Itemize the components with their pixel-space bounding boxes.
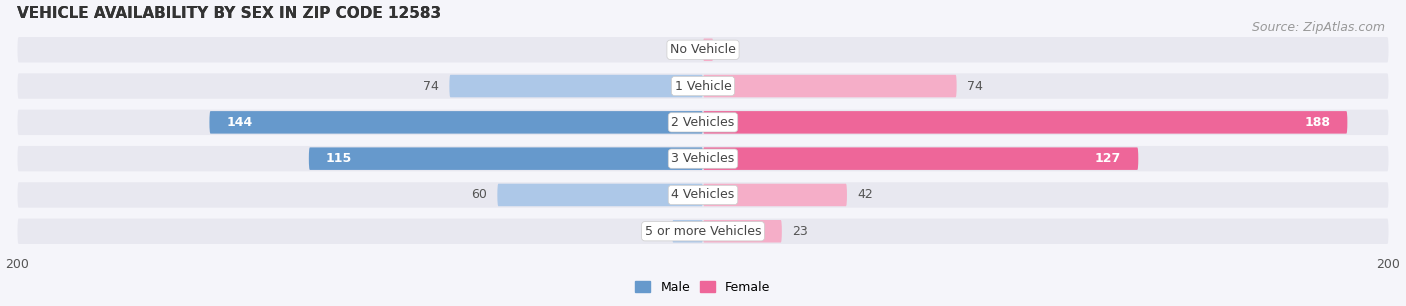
Text: Source: ZipAtlas.com: Source: ZipAtlas.com: [1251, 21, 1385, 34]
Text: 2 Vehicles: 2 Vehicles: [672, 116, 734, 129]
FancyBboxPatch shape: [703, 184, 846, 206]
Text: 60: 60: [471, 188, 486, 201]
FancyBboxPatch shape: [17, 146, 1389, 171]
FancyBboxPatch shape: [703, 147, 1139, 170]
FancyBboxPatch shape: [209, 111, 703, 134]
Text: No Vehicle: No Vehicle: [671, 43, 735, 56]
Text: 0: 0: [685, 43, 693, 56]
Text: 5 or more Vehicles: 5 or more Vehicles: [645, 225, 761, 238]
Text: 3: 3: [724, 43, 731, 56]
FancyBboxPatch shape: [450, 75, 703, 97]
FancyBboxPatch shape: [17, 182, 1389, 208]
FancyBboxPatch shape: [703, 75, 956, 97]
FancyBboxPatch shape: [703, 111, 1347, 134]
Text: 127: 127: [1095, 152, 1121, 165]
FancyBboxPatch shape: [17, 37, 1389, 62]
Text: VEHICLE AVAILABILITY BY SEX IN ZIP CODE 12583: VEHICLE AVAILABILITY BY SEX IN ZIP CODE …: [17, 6, 441, 21]
Text: 9: 9: [654, 225, 662, 238]
Text: 4 Vehicles: 4 Vehicles: [672, 188, 734, 201]
FancyBboxPatch shape: [672, 220, 703, 243]
Text: 1 Vehicle: 1 Vehicle: [675, 80, 731, 92]
Text: 74: 74: [423, 80, 439, 92]
FancyBboxPatch shape: [703, 39, 713, 61]
Text: 115: 115: [326, 152, 353, 165]
FancyBboxPatch shape: [498, 184, 703, 206]
Text: 42: 42: [858, 188, 873, 201]
Text: 144: 144: [226, 116, 253, 129]
FancyBboxPatch shape: [309, 147, 703, 170]
Text: 3 Vehicles: 3 Vehicles: [672, 152, 734, 165]
FancyBboxPatch shape: [17, 218, 1389, 244]
FancyBboxPatch shape: [703, 220, 782, 243]
Text: 74: 74: [967, 80, 983, 92]
FancyBboxPatch shape: [17, 110, 1389, 135]
Legend: Male, Female: Male, Female: [630, 276, 776, 299]
FancyBboxPatch shape: [17, 73, 1389, 99]
Text: 188: 188: [1305, 116, 1330, 129]
Text: VEHICLE AVAILABILITY BY SEX IN ZIP CODE 12583: VEHICLE AVAILABILITY BY SEX IN ZIP CODE …: [17, 6, 441, 21]
Text: 23: 23: [792, 225, 808, 238]
